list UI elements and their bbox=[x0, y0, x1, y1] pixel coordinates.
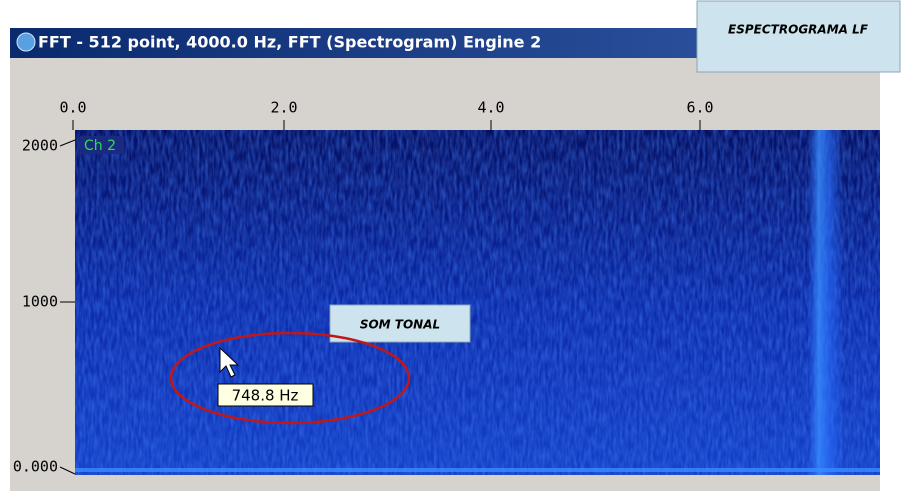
callout-text: SOM TONAL bbox=[360, 318, 440, 332]
highlight-ellipse bbox=[169, 331, 411, 425]
callout-box bbox=[329, 304, 471, 343]
x-tick-label: 4.0 bbox=[477, 99, 504, 117]
x-tick-label: 2.0 bbox=[270, 99, 297, 117]
spectrogram-noise bbox=[75, 130, 880, 475]
y-tick-label: 1000 bbox=[22, 293, 58, 311]
title-bar bbox=[10, 28, 700, 58]
callout-text: ESPECTROGRAMA LF bbox=[728, 23, 869, 37]
ticks bbox=[59, 120, 701, 475]
callout-box bbox=[696, 0, 901, 73]
app-icon bbox=[16, 32, 36, 52]
tooltip-text: 748.8 Hz bbox=[232, 387, 299, 405]
x-tick-label: 0.0 bbox=[59, 99, 86, 117]
channel-label: Ch 2 bbox=[84, 138, 116, 154]
x-tick-label: 6.0 bbox=[686, 99, 713, 117]
spectrogram-band bbox=[808, 130, 844, 475]
window-title: FFT - 512 point, 4000.0 Hz, FFT (Spectro… bbox=[38, 33, 541, 52]
channel-box bbox=[80, 136, 124, 154]
tooltip bbox=[217, 383, 314, 407]
y-tick-label: 0.000 bbox=[13, 458, 58, 476]
spectrogram-baseline bbox=[75, 468, 880, 472]
cursor bbox=[219, 346, 240, 378]
y-tick-label: 2000 bbox=[22, 137, 58, 155]
